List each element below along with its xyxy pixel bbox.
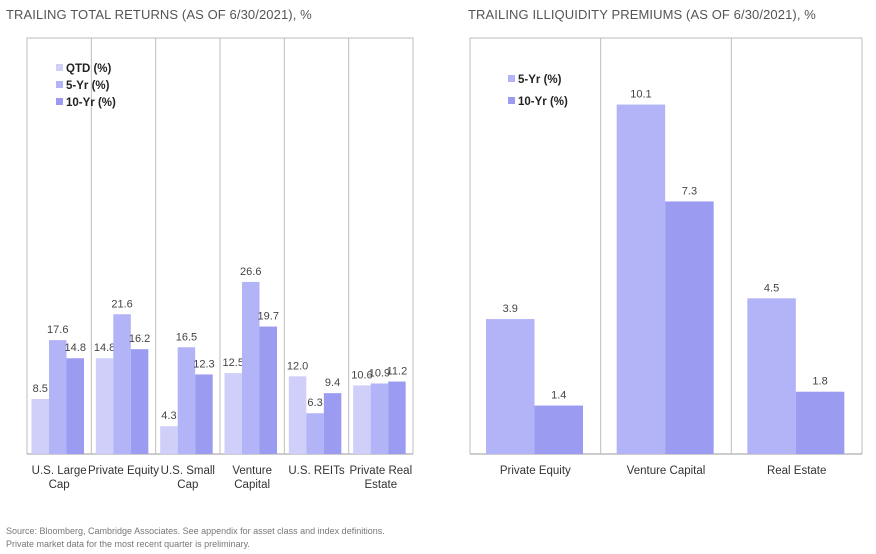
plot-frame [469,37,863,454]
data-label: 16.2 [129,333,150,345]
x-tick-label: Private Equity [88,465,159,477]
legend-label: 5-Yr (%) [66,80,110,92]
bar-10-yr-0 [66,358,84,454]
legend-swatch [508,75,515,82]
data-label: 21.6 [111,298,132,310]
data-label: 10.9 [369,367,390,379]
bar-qtd-2 [160,426,178,454]
bar-qtd-5 [353,385,371,454]
x-tick-label: Capital [234,479,270,491]
data-label: 4.3 [161,410,176,422]
data-label: 14.8 [65,342,86,354]
legend-label: QTD (%) [66,63,112,75]
bar-5-yr-0 [486,319,535,454]
x-tick-label: Venture Capital [627,465,706,477]
x-tick-label: Estate [365,479,398,491]
data-label: 17.6 [47,324,68,336]
chart-title-total-returns: TRAILING TOTAL RETURNS (AS OF 6/30/2021)… [6,7,312,22]
bar-10-yr-5 [388,381,406,454]
data-label: 4.5 [764,282,779,294]
x-tick-label: U.S. Large [32,465,87,477]
data-label: 7.3 [682,185,697,197]
bar-5-yr-3 [242,281,260,454]
data-label: 12.0 [287,360,308,372]
bar-10-yr-2 [195,374,213,454]
data-label: 9.4 [325,377,340,389]
x-tick-label: U.S. REITs [288,465,344,477]
bar-5-yr-5 [370,383,389,454]
bar-qtd-0 [31,399,49,454]
bar-qtd-3 [224,373,242,455]
data-label: 14.8 [94,342,115,354]
chart-returns: 8.5 14.8 4.3 12.5 12.0 10.6 17.6 21.6 16.5 26.6 6.… [26,37,414,491]
x-tick-label: Real Estate [767,465,826,477]
bar-10-yr-4 [323,393,342,454]
data-label: 1.4 [551,390,566,402]
x-tick-label: Cap [177,479,198,491]
bar-10-yr-1 [665,201,714,454]
bar-10-yr-1 [130,349,149,454]
legend-swatch [56,64,63,71]
data-label: 19.7 [258,311,279,323]
data-label: 11.2 [387,366,408,378]
legend-swatch [56,81,63,88]
bar-10-yr-0 [534,405,583,454]
bar-10-yr-3 [259,326,277,454]
footnote-preliminary: Private market data for the most recent … [6,539,250,549]
bar-5-yr-1 [113,314,131,454]
data-label: 12.5 [223,357,244,369]
x-tick-label: U.S. Small [161,465,215,477]
x-tick-label: Private Real [350,465,413,477]
x-tick-label: Cap [49,479,70,491]
data-label: 3.9 [503,303,518,315]
footnote-source: Source: Bloomberg, Cambridge Associates.… [6,526,385,536]
legend-label: 5-Yr (%) [518,74,562,86]
x-tick-label: Venture [232,465,272,477]
data-label: 6.3 [307,397,322,409]
bar-5-yr-2 [177,347,196,454]
x-tick-label: Private Equity [500,465,571,477]
data-label: 10.1 [630,89,651,101]
data-label: 1.8 [812,376,827,388]
bar-qtd-1 [95,358,114,454]
legend-swatch [56,98,63,105]
bar-5-yr-4 [306,413,324,454]
data-label: 16.5 [176,331,197,343]
chart-premiums: 3.9 10.1 4.5 1.4 7.3 1.8 Private Equity Venture… [469,37,863,477]
bar-5-yr-1 [616,104,666,454]
data-label: 10.6 [351,369,372,381]
data-label: 26.6 [240,266,261,278]
chart-title-illiquidity-premiums: TRAILING ILLIQUIDITY PREMIUMS (AS OF 6/3… [468,7,816,22]
legend-swatch [508,97,515,104]
data-label: 8.5 [33,383,48,395]
data-label: 12.3 [193,358,214,370]
bar-qtd-4 [288,376,307,454]
bar-5-yr-2 [747,298,796,454]
legend-label: 10-Yr (%) [518,96,568,108]
bar-5-yr-0 [49,340,67,454]
legend-label: 10-Yr (%) [66,97,116,109]
bar-10-yr-2 [795,391,845,454]
